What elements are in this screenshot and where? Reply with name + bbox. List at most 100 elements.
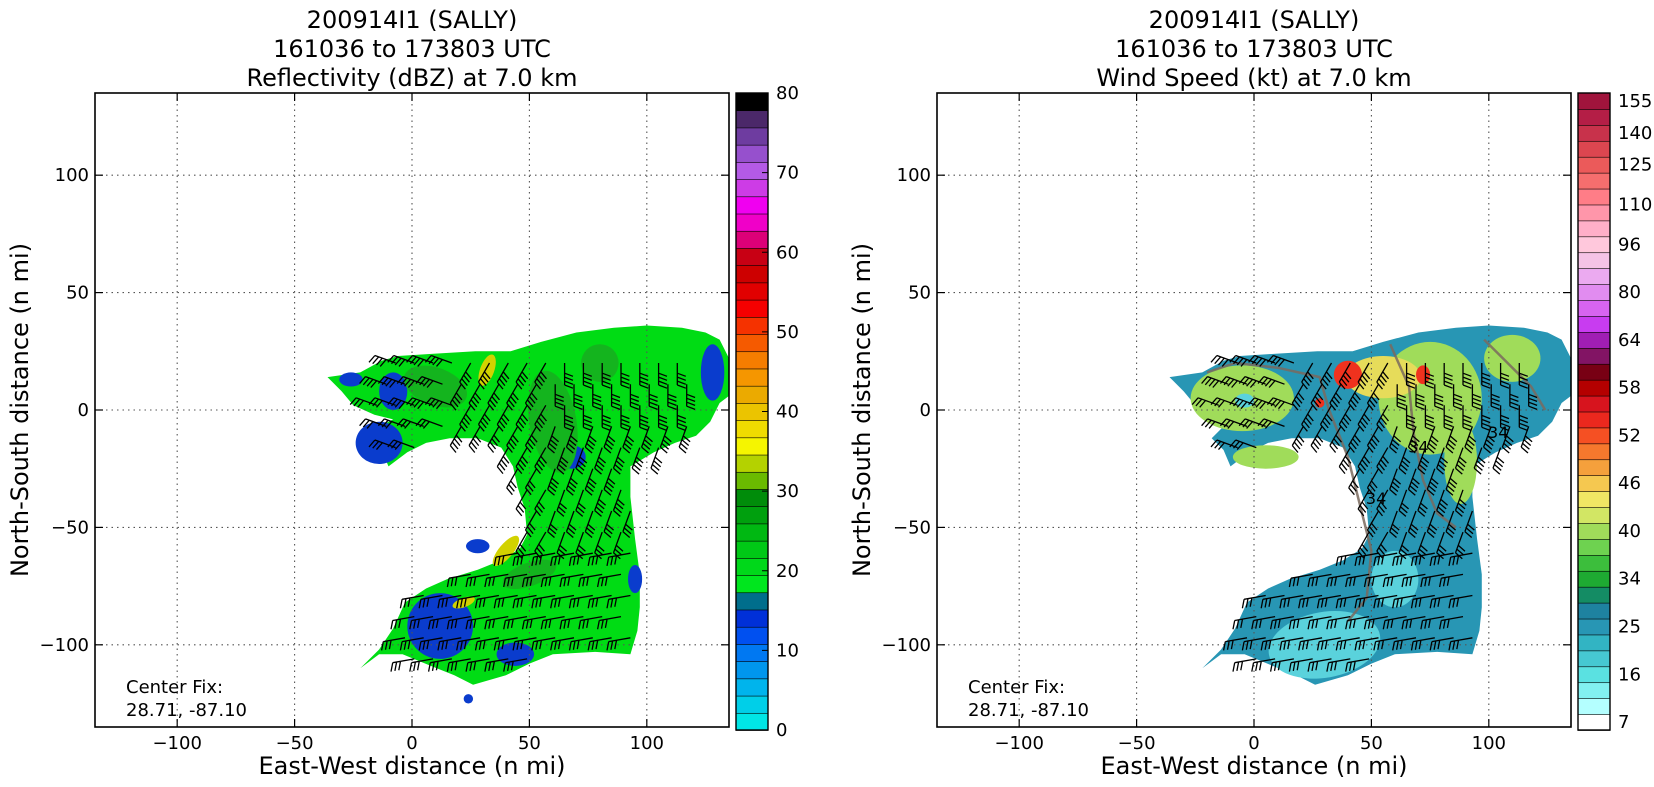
wind-barb (1518, 363, 1529, 389)
wind-barb (578, 615, 603, 630)
wind-barb (1429, 594, 1454, 609)
wind-barb (349, 397, 378, 408)
low-echo-region (355, 421, 403, 465)
wind-barb (1481, 405, 1491, 432)
wind-barb (676, 363, 687, 389)
axis-ticks: −100 −50 0 50 100 −100 −50 0 50 100 (40, 93, 729, 754)
colorbar-segment (735, 609, 769, 628)
wind-barb (493, 637, 518, 651)
wind-barb (1492, 447, 1505, 475)
x-tick-label: −50 (1118, 733, 1156, 754)
wind-barb (531, 637, 556, 651)
wind-barb (1257, 375, 1285, 388)
colorbar-segment (735, 230, 769, 249)
weak-wind-region (1371, 550, 1419, 608)
wind-barb (594, 489, 607, 517)
wind-barb (587, 594, 612, 609)
wind-barb (587, 552, 612, 567)
colorbar-segment (1577, 618, 1611, 636)
wind-barb (1191, 397, 1220, 408)
wind-barbs (1191, 354, 1538, 672)
wind-barb (1307, 658, 1332, 672)
wind-barb (396, 418, 424, 429)
colorbar-segment (1577, 251, 1611, 269)
wind-barb (1348, 468, 1361, 496)
wind-barb (415, 375, 443, 388)
wind-barb (449, 383, 463, 411)
wind-barb (620, 363, 630, 389)
wind-barb (657, 405, 668, 432)
wind-barb (1266, 397, 1295, 410)
wind-barb (568, 552, 593, 567)
x-tick-label: −50 (276, 733, 314, 754)
colorbar-segment (735, 299, 769, 318)
wind-barb (594, 447, 607, 475)
wind-barb (387, 439, 415, 451)
wind-barb (573, 384, 583, 411)
colorbar-tick-label: 60 (776, 242, 799, 263)
low-echo-region (700, 344, 725, 401)
y-tick-label: 50 (908, 283, 931, 304)
colorbar-tick-label: 96 (1618, 234, 1641, 255)
wind-barb (1392, 637, 1417, 651)
wind-barb (503, 573, 528, 588)
wind-barb (559, 615, 584, 630)
wind-barb (465, 615, 490, 630)
wind-barb (1248, 354, 1276, 367)
wind-barb (1410, 637, 1435, 651)
wind-barb (1310, 426, 1324, 453)
wind-barb (1462, 363, 1472, 389)
wind-barb (515, 404, 529, 432)
x-axis-label: East-West distance (n mi) (1100, 752, 1407, 780)
wind-barb (515, 362, 529, 390)
wind-barb (1415, 384, 1425, 411)
moderate-echo-band (528, 370, 578, 473)
colorbar-segment (1577, 713, 1611, 731)
colorbar-segment (735, 660, 769, 680)
wind-barb (1509, 384, 1519, 411)
wind-barb (540, 615, 565, 630)
panel-title-line-1: 200914I1 (SALLY) (1149, 6, 1360, 34)
wind-barb (1376, 404, 1390, 432)
wind-barb (1366, 383, 1380, 411)
colorbar-tick-label: 40 (1618, 521, 1641, 542)
x-axis-label: East-West distance (n mi) (258, 752, 565, 780)
wind-barb (484, 615, 509, 630)
wind-barb (1326, 658, 1351, 672)
wind-barb (1426, 426, 1439, 454)
colorbar-segment (735, 282, 769, 301)
wind-barb (1288, 615, 1313, 630)
wind-barb (1520, 426, 1533, 454)
wind-barb (584, 510, 596, 538)
wind-barb (667, 384, 677, 411)
wind-barb (459, 404, 472, 432)
wind-barb (487, 426, 501, 453)
wind-barb (1219, 375, 1248, 388)
colorbar-tick-label: 110 (1618, 194, 1652, 215)
wind-barb (1238, 418, 1266, 429)
wind-barb (1417, 447, 1430, 475)
wind-barb (424, 397, 453, 410)
colorbar-segment (1577, 172, 1611, 190)
wind-barb (1345, 573, 1370, 588)
wind-barb (446, 573, 471, 588)
colorbar-segment (1577, 506, 1611, 524)
wind-barb (1201, 418, 1229, 429)
plot-grid (937, 93, 1571, 727)
wind-barb (1298, 594, 1323, 609)
wind-barb (1363, 573, 1388, 588)
wind-barb (1298, 637, 1323, 651)
wind-barb (1335, 552, 1360, 567)
colorbar-segment (1577, 538, 1611, 556)
wind-barb (534, 489, 547, 517)
wind-barb (1426, 510, 1438, 538)
wind-barb (1443, 363, 1453, 389)
wind-barb (424, 354, 453, 367)
wind-barb (496, 447, 510, 475)
wind-barb (1354, 594, 1379, 609)
colorbar-segment (735, 437, 769, 456)
wind-barb (1348, 383, 1361, 411)
colorbar-segment (1577, 156, 1611, 174)
colorbar-segment (1577, 124, 1611, 142)
wind-barb (503, 615, 528, 630)
